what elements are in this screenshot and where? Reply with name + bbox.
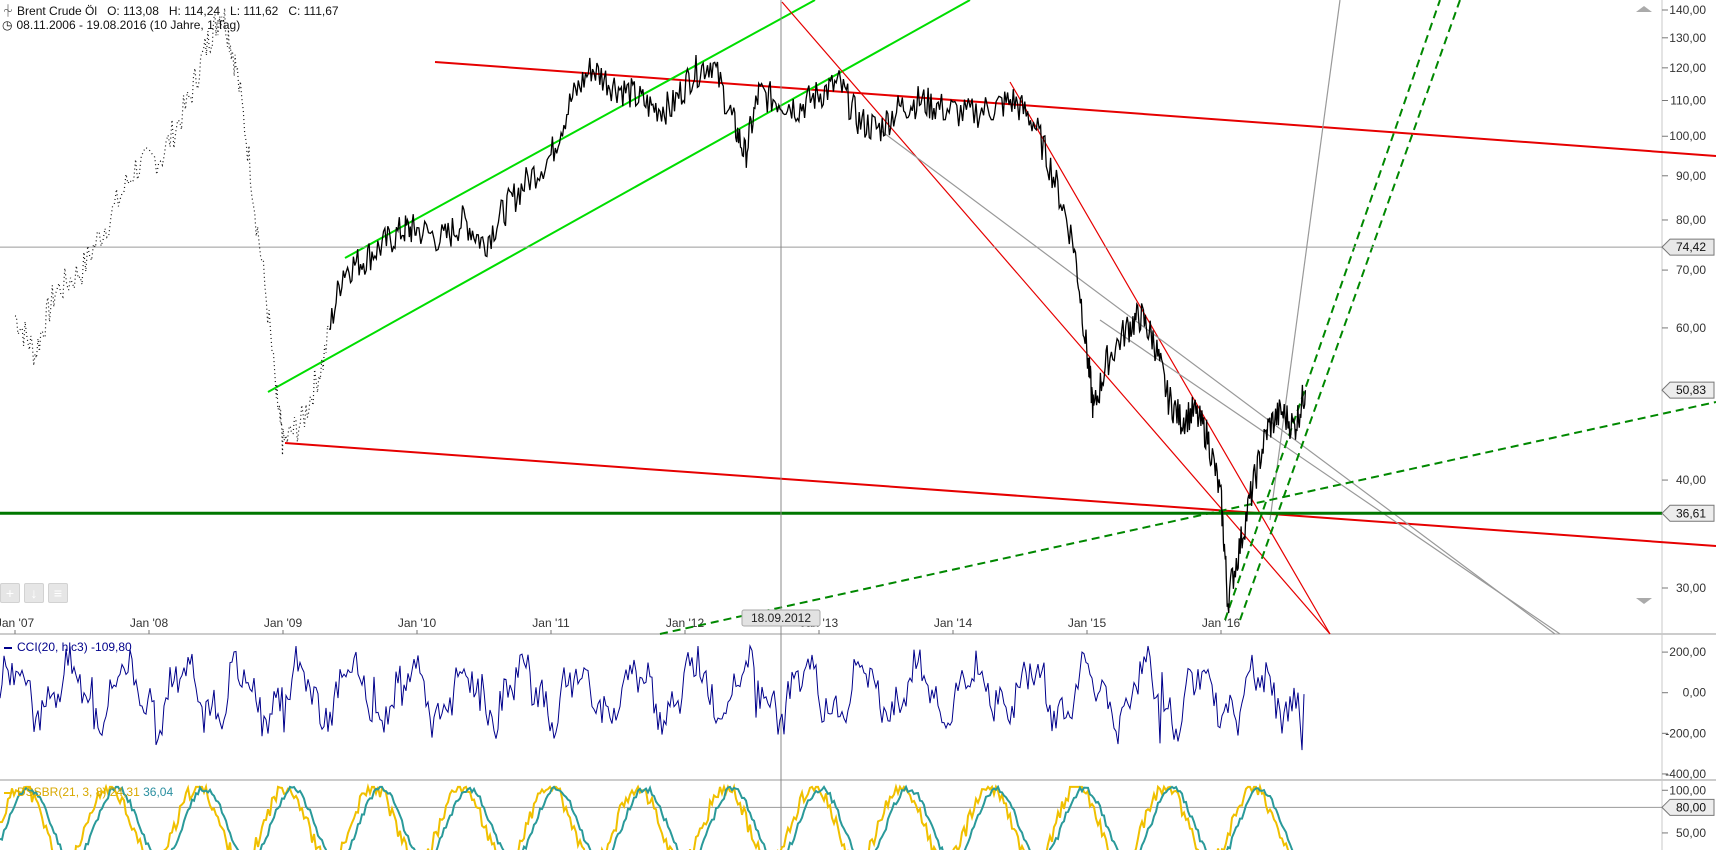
price-marker-label: 36,61 — [1676, 506, 1706, 520]
download-button[interactable]: ↓ — [24, 583, 44, 603]
x-tick-label: Jan '11 — [532, 616, 570, 630]
y-tick-label: 120,00 — [1669, 61, 1706, 75]
y-tick-label: 110,00 — [1670, 93, 1706, 107]
dss-label: DSSBR(21, 3, 8) 24,31 36,04 — [4, 785, 173, 799]
x-tick-label: Jan '15 — [1068, 616, 1107, 630]
crosshair-date-label: 18.09.2012 — [751, 611, 811, 625]
dss-series-2 — [0, 784, 1294, 850]
x-tick-label: Jan '08 — [130, 616, 169, 630]
price-marker-label: 50,83 — [1676, 383, 1706, 397]
resistance-line — [434, 61, 1716, 157]
y-tick-label: 80,00 — [1676, 213, 1706, 227]
cci-name: CCI(20, hlc3) — [17, 640, 88, 654]
x-tick-label: Jan '10 — [398, 616, 437, 630]
price-series — [328, 54, 1307, 614]
price-marker — [1661, 238, 1715, 256]
scroll-down-icon[interactable] — [1636, 598, 1652, 604]
high-value: H: 114,24 — [168, 4, 221, 18]
channel-line-upper — [344, 0, 816, 259]
price-marker — [1661, 504, 1715, 522]
dss-level-label: 80,00 — [1676, 800, 1706, 814]
dss-tick-label: 100,00 — [1669, 783, 1706, 797]
gray-trend-line-2 — [1099, 319, 1561, 635]
support-line — [284, 442, 1716, 547]
y-tick-label: 40,00 — [1676, 473, 1706, 487]
dss-swatch — [4, 791, 12, 794]
close-value: C: 111,67 — [288, 4, 339, 18]
dashed-green-line-2 — [1224, 0, 1441, 621]
dss-tick-label: 50,00 — [1676, 826, 1706, 840]
downtrend-line-steep — [781, 1, 1331, 635]
dss-series-1 — [0, 783, 1290, 850]
dss-name: DSSBR(21, 3, 8) — [17, 785, 107, 799]
price-marker-label: 74,42 — [1676, 240, 1706, 254]
y-tick-label: 60,00 — [1676, 321, 1706, 335]
x-tick-label: Jan '12 — [666, 616, 705, 630]
cci-tick-label: 200,00 — [1669, 645, 1706, 659]
date-range: ◷ 08.11.2006 - 19.08.2016 (10 Jahre, 1 Ta… — [2, 18, 250, 32]
cci-tick-label: -400,00 — [1665, 767, 1706, 781]
clock-icon: ◷ — [2, 18, 13, 32]
date-range-text: 08.11.2006 - 19.08.2016 (10 Jahre, 1 Tag… — [16, 18, 241, 32]
y-tick-label: 70,00 — [1676, 263, 1706, 277]
x-tick-label: Jan '07 — [0, 616, 34, 630]
cci-tick-label: -200,00 — [1665, 726, 1706, 740]
cci-tick-label: 0,00 — [1683, 686, 1707, 700]
dss-value-2: 36,04 — [143, 785, 174, 799]
chart-type-icon: ⏆ — [2, 4, 15, 18]
zoom-in-button[interactable]: + — [0, 583, 20, 603]
price-marker — [1661, 381, 1715, 399]
y-tick-label: 30,00 — [1676, 581, 1706, 595]
gray-steep-line — [1269, 0, 1341, 521]
cci-swatch — [4, 646, 12, 649]
y-tick-label: 90,00 — [1676, 169, 1706, 183]
y-tick-label: 140,00 — [1669, 3, 1706, 17]
channel-line-lower — [267, 0, 971, 393]
x-tick-label: Jan '09 — [264, 616, 303, 630]
x-tick-label: Jan '16 — [1202, 616, 1241, 630]
open-value: O: 113,08 — [107, 4, 159, 18]
y-tick-label: 100,00 — [1669, 129, 1706, 143]
dss-level-marker — [1661, 798, 1715, 816]
instrument-name: Brent Crude Öl — [17, 4, 98, 18]
cci-value: -109,80 — [91, 640, 132, 654]
dss-value-1: 24,31 — [109, 785, 140, 799]
cci-series — [0, 644, 1305, 751]
dashed-green-line-3 — [1239, 0, 1461, 621]
low-value: L: 111,62 — [230, 4, 279, 18]
menu-button[interactable]: ≡ — [48, 583, 68, 603]
downtrend-line-2 — [1009, 81, 1331, 635]
price-series-early — [14, 8, 330, 456]
dashed-green-line-1 — [659, 401, 1716, 635]
chart-header: ⏆ Brent Crude Öl O: 113,08 H: 114,24 L: 111,… — [2, 2, 349, 19]
y-tick-label: 130,00 — [1669, 31, 1706, 45]
crosshair-date-box — [741, 609, 821, 627]
gray-trend-line-1 — [879, 129, 1556, 635]
cci-label: CCI(20, hlc3) -109,80 — [4, 640, 132, 654]
x-tick-label: Jan '14 — [934, 616, 973, 630]
scroll-up-icon[interactable] — [1636, 6, 1652, 12]
